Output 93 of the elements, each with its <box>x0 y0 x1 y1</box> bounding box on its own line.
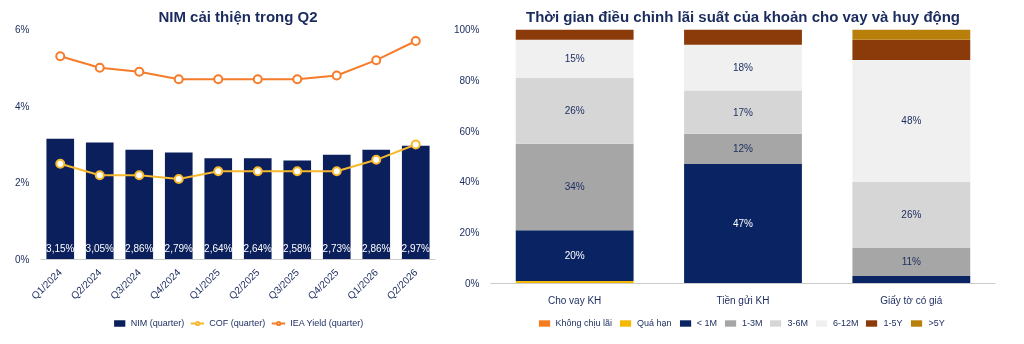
y-tick-label: 4% <box>15 100 30 112</box>
chart-title: Thời gian điều chỉnh lãi suất của khoản cho vay và huy động <box>525 7 961 25</box>
x-tick-label: Cho vay KH <box>547 294 602 306</box>
bar <box>852 29 971 40</box>
point <box>94 62 105 73</box>
data-label: 2,86% <box>125 242 154 254</box>
point <box>252 166 263 177</box>
point <box>173 174 184 184</box>
bar <box>164 152 193 260</box>
data-label: 2,97% <box>401 242 431 254</box>
point <box>371 55 382 66</box>
bar <box>852 39 971 60</box>
bar <box>322 154 351 260</box>
data-label: 3,15% <box>46 242 75 254</box>
point <box>94 170 105 181</box>
legend-label: IEA Yield (quarter) <box>290 318 364 328</box>
point <box>410 139 421 150</box>
data-label: 11% <box>901 256 922 268</box>
point <box>292 166 303 177</box>
point <box>134 66 145 77</box>
data-label: 15% <box>564 53 585 65</box>
bar <box>46 138 75 260</box>
bar <box>684 164 802 284</box>
point <box>213 166 224 177</box>
y-tick-label: 0% <box>465 278 480 289</box>
legend-label: 3-6M <box>787 318 808 328</box>
y-tick-label: 0% <box>15 254 30 265</box>
data-label: 26% <box>901 209 922 221</box>
point <box>252 74 263 85</box>
chart-title: NIM cải thiện trong Q2 <box>158 7 318 25</box>
point <box>55 158 66 169</box>
bar <box>515 230 634 281</box>
bar <box>852 275 971 284</box>
bar <box>515 77 634 144</box>
bar <box>401 145 430 260</box>
bar <box>852 247 971 276</box>
legend-label: 1-5Y <box>883 318 904 328</box>
bar <box>852 181 971 248</box>
point <box>213 74 224 85</box>
y-tick-label: 20% <box>459 227 480 239</box>
data-label: 17% <box>732 106 754 118</box>
bar <box>684 29 802 45</box>
bar <box>515 29 634 40</box>
data-label: 2,86% <box>362 242 391 254</box>
data-label: 2,64% <box>204 242 233 254</box>
point <box>292 74 303 85</box>
data-label: 20% <box>564 250 585 262</box>
bar <box>515 143 634 231</box>
x-tick-label: Tiền gửi KH <box>716 294 770 306</box>
point <box>331 166 342 177</box>
y-tick-label: 40% <box>459 176 480 188</box>
y-tick-label: 60% <box>459 125 480 137</box>
y-tick-label: 80% <box>459 74 480 86</box>
data-label: 18% <box>732 62 754 74</box>
legend-label: Không chịu lãi <box>555 318 613 328</box>
point <box>410 36 421 46</box>
data-label: 2,64% <box>243 242 273 254</box>
data-label: 2,58% <box>283 242 312 254</box>
legend-label: COF (quarter) <box>209 318 266 328</box>
data-label: 34% <box>564 181 585 193</box>
bar <box>85 142 114 260</box>
legend-label: >5Y <box>928 318 946 328</box>
legend-label: 1-3M <box>741 318 763 328</box>
y-tick-label: 100% <box>453 24 480 35</box>
bar <box>684 133 802 165</box>
legend-label: NIM (quarter) <box>130 318 185 328</box>
bar <box>684 44 802 91</box>
point <box>331 70 342 81</box>
point <box>173 74 184 85</box>
bar <box>852 59 971 182</box>
y-tick-label: 2% <box>15 177 30 189</box>
bar <box>684 90 802 134</box>
point <box>55 51 66 62</box>
data-label: 12% <box>732 143 754 155</box>
point <box>371 154 382 165</box>
data-label: 2,73% <box>322 242 352 254</box>
data-label: 48% <box>901 115 922 127</box>
data-label: 26% <box>564 105 585 117</box>
bar <box>243 158 272 260</box>
legend-label: < 1M <box>696 318 717 328</box>
data-label: 47% <box>732 218 754 230</box>
bar <box>125 149 154 260</box>
data-label: 2,79% <box>164 242 194 254</box>
y-tick-label: 6% <box>15 24 30 35</box>
x-tick-label: Giấy tờ có giá <box>880 294 943 306</box>
legend-label: Quá hạn <box>637 318 672 328</box>
bar <box>204 158 233 260</box>
data-label: 3,05% <box>85 242 115 254</box>
bar <box>362 149 391 260</box>
bar <box>283 160 312 260</box>
bar <box>515 39 634 78</box>
legend-label: 6-12M <box>832 318 859 328</box>
point <box>134 170 145 181</box>
